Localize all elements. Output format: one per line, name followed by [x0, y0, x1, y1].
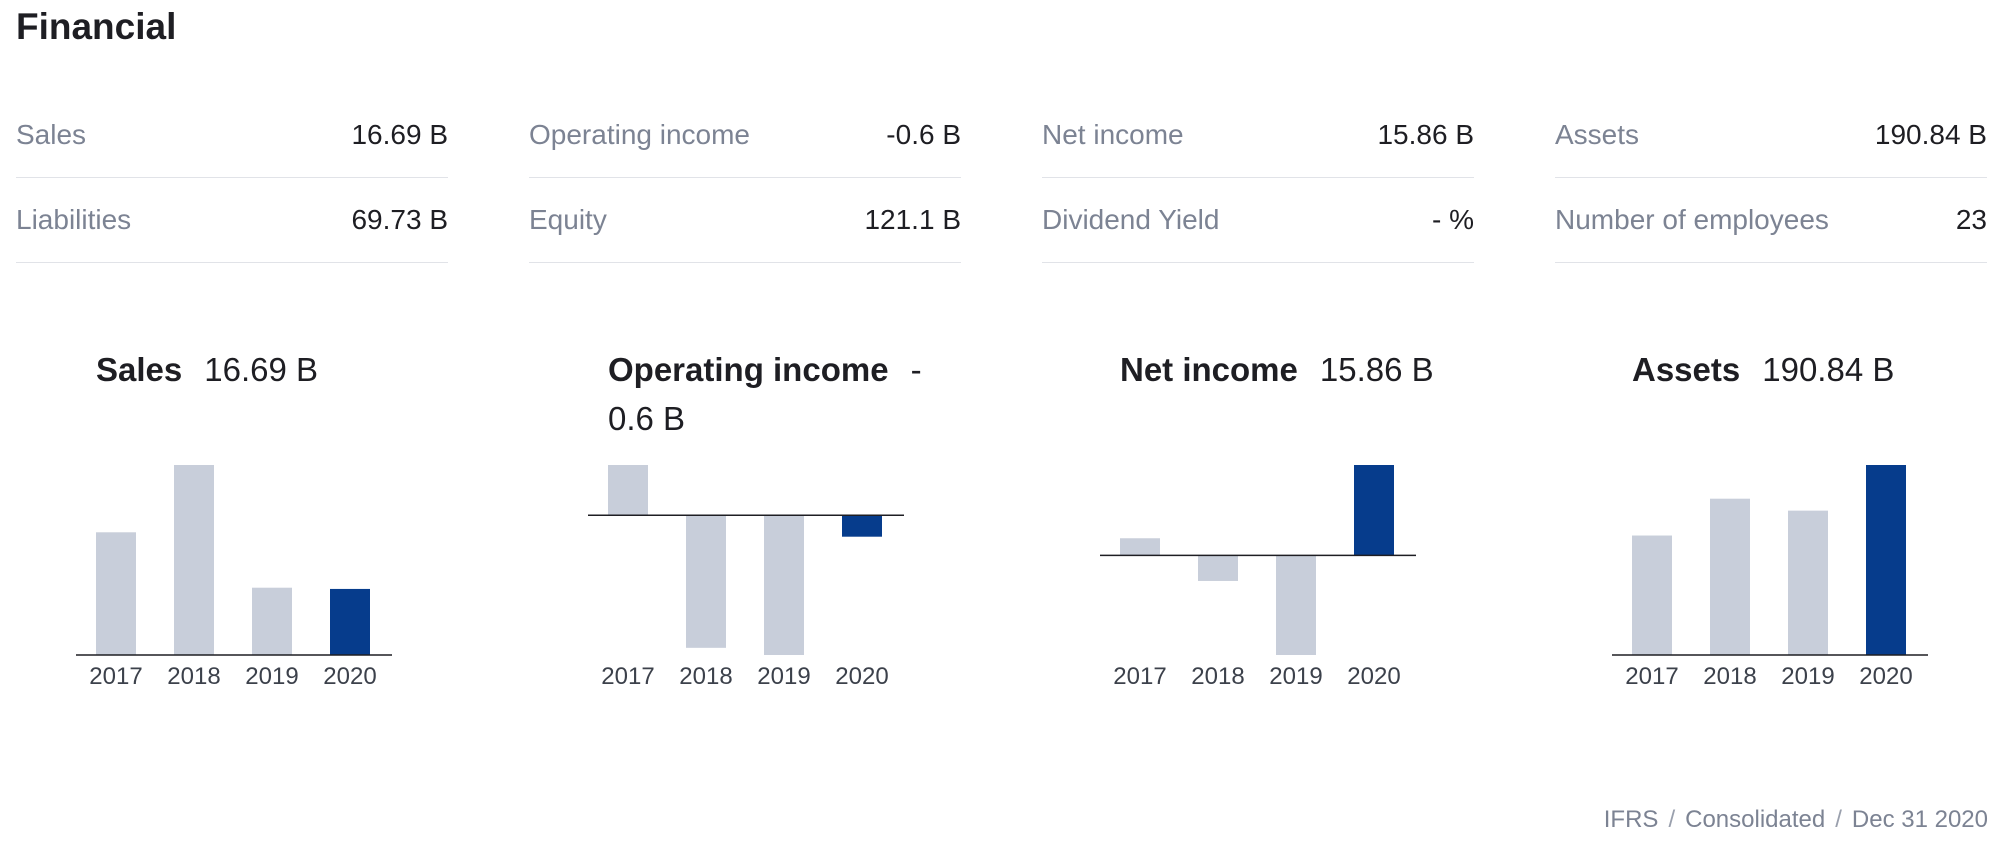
- metric-label: Number of employees: [1555, 204, 1829, 235]
- bar-2017: [1120, 538, 1160, 556]
- bar-2020: [842, 515, 882, 537]
- metric-value: 69.73 B: [351, 204, 448, 235]
- separator: /: [1668, 806, 1676, 833]
- metric-row-operating-income: Operating income -0.6 B: [529, 93, 961, 178]
- bar-2017: [1632, 535, 1672, 655]
- chart-heading: Operating income -0.6 B: [608, 345, 948, 443]
- bar-2018: [1198, 555, 1238, 581]
- bar-2020: [330, 588, 370, 655]
- metric-row-net-income: Net income 15.86 B: [1042, 93, 1474, 178]
- x-tick-label: 2017: [601, 663, 654, 690]
- chart-heading: Assets 190.84 B: [1632, 345, 1972, 394]
- x-tick-label: 2019: [1269, 663, 1322, 690]
- metric-row-employees: Number of employees 23: [1555, 178, 1987, 263]
- metrics-grid: Sales 16.69 B Liabilities 69.73 B Operat…: [16, 93, 1988, 263]
- x-tick-label: 2017: [1113, 663, 1166, 690]
- metric-label: Dividend Yield: [1042, 204, 1220, 235]
- metrics-column-3: Net income 15.86 B Dividend Yield - %: [1042, 93, 1474, 263]
- chart-heading: Sales 16.69 B: [96, 345, 436, 394]
- metrics-column-4: Assets 190.84 B Number of employees 23: [1555, 93, 1987, 263]
- x-tick-label: 2017: [89, 663, 142, 690]
- metric-value: 190.84 B: [1874, 119, 1987, 150]
- chart-card-net-income: Net income 15.86 B 2017 2018 2019 2020: [1098, 345, 1458, 755]
- chart-card-sales: Sales 16.69 B 2017 2018 2019 2020: [74, 345, 434, 755]
- accounting-standard: IFRS: [1603, 806, 1659, 833]
- metric-value: 121.1 B: [864, 204, 961, 235]
- bar-chart: 2017 2018 2019 2020: [1100, 465, 1416, 690]
- metric-label: Liabilities: [16, 204, 132, 235]
- chart-title: Assets: [1632, 351, 1741, 388]
- x-tick-label: 2019: [245, 663, 298, 690]
- x-tick-label: 2018: [679, 663, 732, 690]
- x-tick-label: 2020: [1859, 663, 1912, 690]
- metric-row-equity: Equity 121.1 B: [529, 178, 961, 263]
- chart-heading: Net income 15.86 B: [1120, 345, 1460, 394]
- bar-2018: [174, 465, 214, 655]
- metric-row-dividend-yield: Dividend Yield - %: [1042, 178, 1474, 263]
- bar-chart: 2017 2018 2019 2020: [588, 465, 904, 690]
- metric-label: Net income: [1042, 119, 1184, 150]
- metric-value: -0.6 B: [886, 119, 961, 150]
- metric-value: 16.69 B: [351, 119, 448, 150]
- metric-row-assets: Assets 190.84 B: [1555, 93, 1987, 178]
- x-tick-label: 2018: [1703, 663, 1756, 690]
- metric-value: 15.86 B: [1377, 119, 1474, 150]
- chart-title: Operating income: [608, 351, 889, 388]
- metric-row-sales: Sales 16.69 B: [16, 93, 448, 178]
- bar-2019: [1276, 555, 1316, 655]
- metrics-column-2: Operating income -0.6 B Equity 121.1 B: [529, 93, 961, 263]
- x-tick-label: 2017: [1625, 663, 1678, 690]
- separator: /: [1835, 806, 1842, 833]
- bar-2018: [686, 515, 726, 648]
- metric-label: Assets: [1555, 119, 1640, 150]
- metric-row-liabilities: Liabilities 69.73 B: [16, 178, 448, 263]
- bar-2019: [1788, 510, 1828, 655]
- bar-2018: [1710, 498, 1750, 655]
- metric-label: Equity: [529, 204, 607, 235]
- x-tick-label: 2019: [1781, 663, 1834, 690]
- x-tick-label: 2019: [757, 663, 810, 690]
- x-tick-label: 2020: [1347, 663, 1400, 690]
- x-tick-label: 2018: [167, 663, 220, 690]
- chart-card-operating-income: Operating income -0.6 B 2017 2018 2019 2020: [586, 345, 946, 755]
- x-tick-label: 2020: [835, 663, 888, 690]
- bar-2017: [608, 465, 648, 516]
- chart-value: 190.84 B: [1762, 351, 1895, 388]
- bar-2017: [96, 532, 136, 655]
- chart-title: Net income: [1120, 351, 1298, 388]
- bar-2020: [1866, 465, 1906, 655]
- bar-chart: 2017 2018 2019 2020: [1612, 465, 1928, 690]
- bar-2020: [1354, 465, 1394, 556]
- chart-value: 16.69 B: [204, 351, 319, 388]
- chart-card-assets: Assets 190.84 B 2017 2018 2019 2020: [1610, 345, 1970, 755]
- footer-meta: IFRS / Consolidated / Dec 31 2020: [1604, 806, 1988, 834]
- page-title: Financial: [16, 6, 177, 47]
- x-tick-label: 2018: [1191, 663, 1244, 690]
- metric-label: Operating income: [529, 119, 751, 150]
- bar-chart: 2017 2018 2019 2020: [76, 465, 392, 690]
- metric-label: Sales: [16, 119, 87, 150]
- bar-2019: [764, 515, 804, 655]
- metric-value: - %: [1432, 204, 1474, 235]
- chart-value: 15.86 B: [1319, 351, 1434, 388]
- statement-scope: Consolidated: [1685, 806, 1826, 833]
- chart-title: Sales: [96, 351, 183, 388]
- metrics-column-1: Sales 16.69 B Liabilities 69.73 B: [16, 93, 448, 263]
- chart-value: -0.6 B: [608, 351, 922, 437]
- metric-value: 23: [1955, 204, 1987, 235]
- x-tick-label: 2020: [323, 663, 376, 690]
- bar-2019: [252, 587, 292, 655]
- report-date: Dec 31 2020: [1851, 806, 1988, 833]
